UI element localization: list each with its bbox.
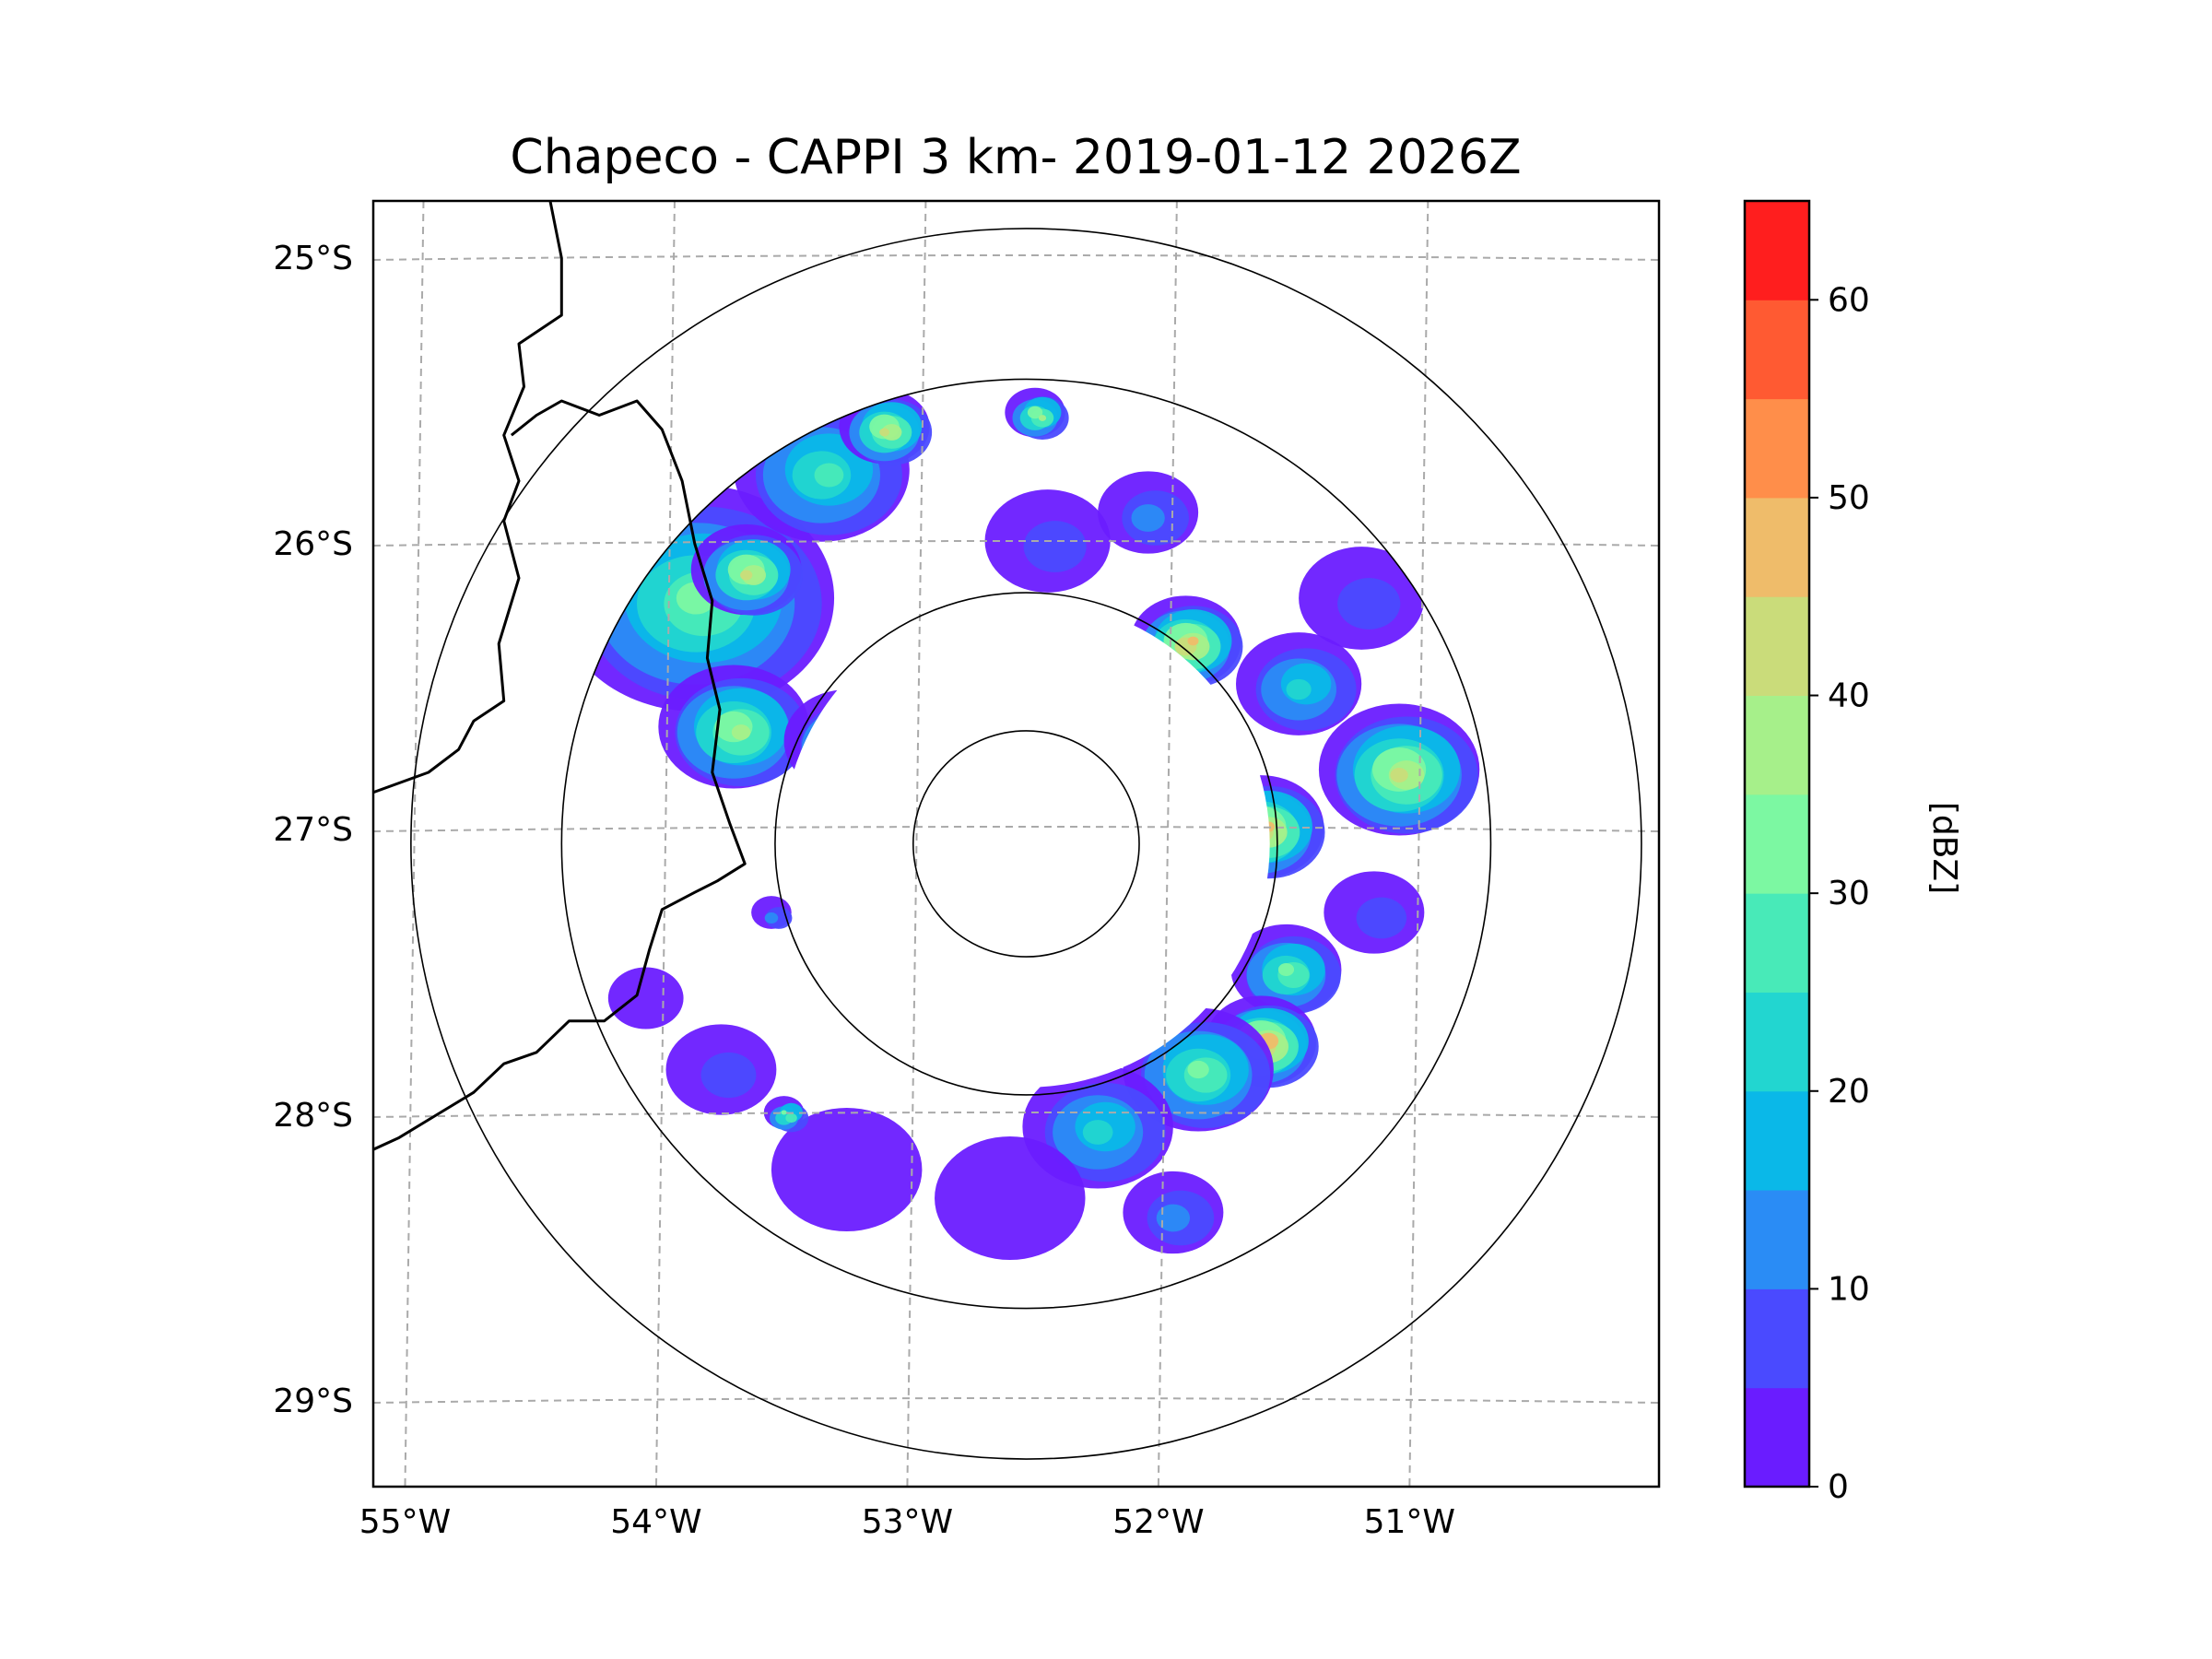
echo-contour <box>1356 897 1407 939</box>
colorbar-segment <box>1745 695 1809 795</box>
border-line <box>373 201 563 794</box>
echo-contour <box>740 570 753 581</box>
colorbar-label: [dBZ] <box>1925 802 1963 894</box>
y-tick-label: 26°S <box>273 525 353 563</box>
gridline-lon <box>404 201 425 1487</box>
echo-contour <box>765 907 793 929</box>
echo-contour <box>1187 1060 1209 1079</box>
echo-cell <box>935 1135 1086 1261</box>
x-tick-label: 51°W <box>1364 1503 1455 1541</box>
colorbar-segment <box>1745 992 1809 1092</box>
echo-cell <box>771 1107 923 1232</box>
echo-cell <box>665 1024 777 1115</box>
echo-cell <box>984 489 1111 593</box>
echo-cell <box>658 665 809 789</box>
echo-cell <box>1235 632 1362 735</box>
echo-contour <box>1337 578 1401 629</box>
echo-contour <box>879 428 889 437</box>
echo-contour <box>1286 678 1312 700</box>
colorbar-frame <box>1743 199 1811 1488</box>
x-tick-label: 55°W <box>359 1503 451 1541</box>
echo-cell <box>1324 871 1425 954</box>
colorbar-segment <box>1745 1090 1809 1191</box>
map-layer <box>373 201 1659 1487</box>
colorbar-segment <box>1745 300 1809 400</box>
echo-contour <box>1156 1204 1191 1232</box>
colorbar-tick-label: 60 <box>1828 281 1870 319</box>
y-tick-label: 27°S <box>273 811 353 849</box>
echo-cell <box>1230 924 1342 1016</box>
range-ring <box>560 378 1492 1310</box>
echo-contour <box>1082 1120 1113 1145</box>
echo-contour <box>1131 504 1165 532</box>
echo-cell <box>690 524 803 616</box>
echo-contour <box>785 1112 797 1124</box>
echo-contour <box>607 967 684 1030</box>
echo-contour <box>1187 636 1199 646</box>
colorbar-tick-label: 50 <box>1828 479 1870 517</box>
echo-contour <box>781 1110 787 1115</box>
echo-contour <box>700 1052 757 1099</box>
echo-contour <box>771 1107 923 1232</box>
inner-clear-zone <box>782 600 1270 1088</box>
chart-title: Chapeco - CAPPI 3 km- 2019-01-12 2026Z <box>510 130 1521 185</box>
range-ring <box>912 730 1140 958</box>
colorbar-tick-label: 20 <box>1828 1073 1870 1111</box>
colorbar-tick-label: 10 <box>1828 1270 1870 1308</box>
x-tick-label: 52°W <box>1112 1503 1204 1541</box>
range-ring <box>410 228 1642 1460</box>
plot-frame <box>371 199 1661 1488</box>
range-ring <box>774 592 1278 1096</box>
y-tick-label: 25°S <box>273 240 353 277</box>
echo-contour <box>814 463 844 488</box>
echo-contour <box>881 424 902 441</box>
echo-cell <box>1123 1171 1224 1254</box>
x-tick-label: 53°W <box>862 1503 953 1541</box>
x-tick-label: 54°W <box>610 1503 701 1541</box>
colorbar-segment <box>1745 1387 1809 1488</box>
colorbar: 0 10 20 30 40 50 60 <box>1743 199 1870 1506</box>
echo-cell <box>1005 387 1069 440</box>
gridlines <box>373 201 1659 1487</box>
echo-contour <box>1027 406 1043 419</box>
echo-contour <box>731 724 751 740</box>
gridline-lon <box>906 201 927 1487</box>
colorbar-segment <box>1745 1288 1809 1389</box>
colorbar-segment <box>1745 497 1809 597</box>
colorbar-segment <box>1745 596 1809 697</box>
gridline-lon <box>654 201 676 1487</box>
echo-contour <box>935 1135 1086 1261</box>
x-tick-labels: 55°W 54°W 53°W 52°W 51°W <box>359 1503 1455 1541</box>
echo-contour <box>1038 415 1047 421</box>
colorbar-segment <box>1745 893 1809 993</box>
colorbar-tick-label: 30 <box>1828 875 1870 912</box>
echo-cell <box>751 896 793 929</box>
colorbar-segment <box>1745 201 1809 300</box>
echo-cell <box>1130 595 1243 688</box>
colorbar-segment <box>1745 794 1809 894</box>
echo-contour <box>1277 962 1295 977</box>
border-line <box>373 399 747 1151</box>
range-rings <box>410 228 1642 1460</box>
gridline-lon <box>1157 201 1178 1487</box>
echo-contour <box>741 565 767 585</box>
echo-contour <box>1023 521 1087 572</box>
gridline-lon <box>1408 201 1430 1487</box>
y-tick-label: 28°S <box>273 1097 353 1135</box>
country-borders <box>373 201 747 1151</box>
echo-cell <box>839 389 933 465</box>
colorbar-tick-label: 0 <box>1828 1468 1849 1506</box>
echo-contour <box>764 912 779 924</box>
echo-cell <box>607 967 684 1030</box>
y-tick-labels: 25°S 26°S 27°S 28°S 29°S <box>273 240 353 1420</box>
y-tick-label: 29°S <box>273 1382 353 1420</box>
echo-contour <box>1390 768 1408 782</box>
colorbar-segment <box>1745 1190 1809 1289</box>
colorbar-segment <box>1745 398 1809 499</box>
echo-cell <box>1299 547 1425 650</box>
colorbar-tick-label: 40 <box>1828 677 1870 715</box>
echo-cell <box>1318 703 1480 836</box>
